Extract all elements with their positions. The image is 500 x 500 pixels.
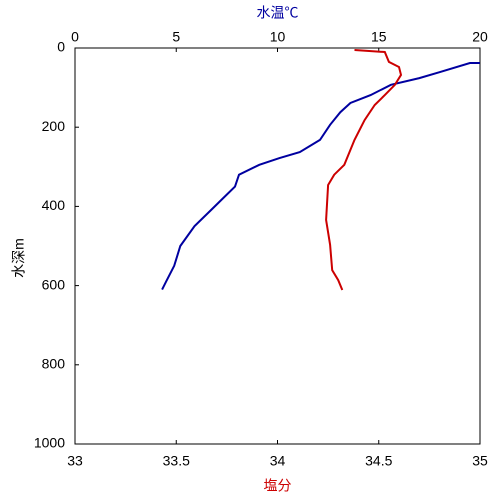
x-tick-label: 33 xyxy=(67,453,83,469)
x2-tick-label: 10 xyxy=(270,29,286,45)
profile-line xyxy=(325,49,403,291)
y-tick-label: 600 xyxy=(42,276,66,292)
plot-frame xyxy=(74,47,481,445)
x2-tick-label: 0 xyxy=(71,29,79,45)
y-tick-label: 400 xyxy=(42,197,66,213)
x-tick-label: 34.5 xyxy=(365,453,392,469)
x-tick-label: 35 xyxy=(472,453,488,469)
x2-tick-label: 5 xyxy=(172,29,180,45)
y-tick-label: 200 xyxy=(42,118,66,134)
profile-line xyxy=(161,62,480,291)
y-tick-label: 800 xyxy=(42,356,66,372)
y-tick-label: 0 xyxy=(57,39,65,55)
x-tick-label: 33.5 xyxy=(163,453,190,469)
y-tick-label: 1000 xyxy=(34,435,65,451)
x2-tick-label: 20 xyxy=(472,29,488,45)
x2-tick-label: 15 xyxy=(371,29,387,45)
x-tick-label: 34 xyxy=(270,453,286,469)
y-axis-label: 水深m xyxy=(11,238,27,278)
x-axis-label: 塩分 xyxy=(264,478,292,494)
x2-axis-label: 水温℃ xyxy=(257,5,299,21)
